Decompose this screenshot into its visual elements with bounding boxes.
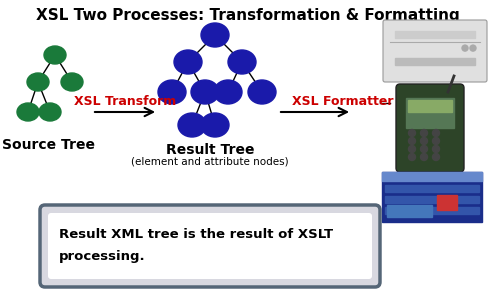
Text: XSL Formatter: XSL Formatter — [292, 95, 394, 108]
Circle shape — [420, 138, 428, 144]
Bar — [382, 172, 482, 222]
Circle shape — [462, 45, 468, 51]
FancyBboxPatch shape — [48, 213, 372, 279]
Bar — [437, 195, 457, 210]
Ellipse shape — [39, 103, 61, 121]
Circle shape — [408, 129, 416, 137]
Text: (element and attribute nodes): (element and attribute nodes) — [131, 157, 289, 167]
Text: XSL Transform: XSL Transform — [74, 95, 176, 108]
Circle shape — [408, 153, 416, 161]
Ellipse shape — [214, 80, 242, 104]
Circle shape — [420, 146, 428, 152]
Ellipse shape — [201, 23, 229, 47]
Ellipse shape — [191, 80, 219, 104]
Circle shape — [432, 146, 440, 152]
FancyBboxPatch shape — [383, 20, 487, 82]
Bar — [406, 98, 454, 128]
Text: Result Tree: Result Tree — [166, 143, 254, 157]
Ellipse shape — [174, 50, 202, 74]
Text: Source Tree: Source Tree — [2, 138, 94, 152]
Bar — [408, 100, 452, 112]
Ellipse shape — [61, 73, 83, 91]
Circle shape — [408, 138, 416, 144]
Text: processing.: processing. — [59, 250, 146, 263]
Circle shape — [432, 138, 440, 144]
FancyBboxPatch shape — [396, 84, 464, 172]
Circle shape — [420, 153, 428, 161]
Bar — [385, 196, 479, 202]
Circle shape — [432, 129, 440, 137]
Ellipse shape — [228, 50, 256, 74]
Circle shape — [470, 45, 476, 51]
Ellipse shape — [201, 113, 229, 137]
Ellipse shape — [248, 80, 276, 104]
Bar — [382, 172, 482, 222]
Ellipse shape — [158, 80, 186, 104]
Circle shape — [420, 129, 428, 137]
Ellipse shape — [44, 46, 66, 64]
FancyBboxPatch shape — [40, 205, 380, 287]
Bar — [385, 207, 479, 213]
Bar — [395, 58, 475, 65]
Ellipse shape — [17, 103, 39, 121]
Text: XSL Two Processes: Transformation & Formatting: XSL Two Processes: Transformation & Form… — [36, 8, 460, 23]
Bar — [387, 205, 432, 217]
Circle shape — [432, 153, 440, 161]
Circle shape — [408, 146, 416, 152]
Bar — [382, 172, 482, 181]
Ellipse shape — [178, 113, 206, 137]
Bar — [385, 184, 479, 191]
Ellipse shape — [27, 73, 49, 91]
Text: Result XML tree is the result of XSLT: Result XML tree is the result of XSLT — [59, 228, 333, 241]
Bar — [395, 31, 475, 38]
